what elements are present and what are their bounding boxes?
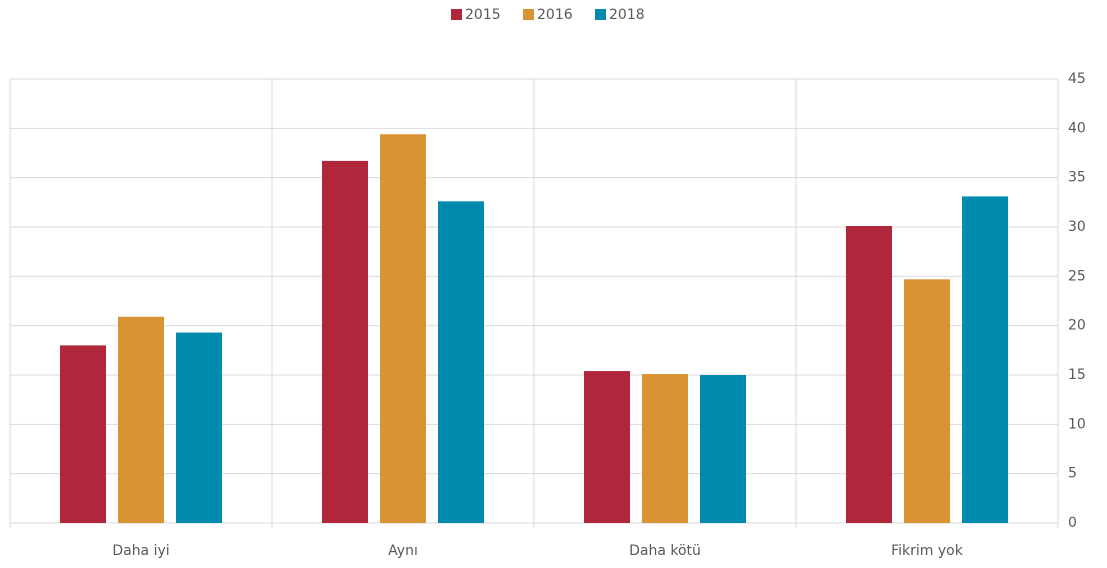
bar: [118, 316, 164, 523]
y-tick-label: 20: [1068, 318, 1086, 334]
y-tick-label: 45: [1068, 71, 1086, 87]
y-tick-label: 15: [1068, 367, 1086, 383]
bar: [962, 196, 1008, 523]
legend-label: 2018: [609, 7, 645, 23]
y-tick-label: 40: [1068, 120, 1086, 136]
x-tick-label: Fikrim yok: [891, 543, 964, 559]
bar: [700, 375, 746, 523]
y-tick-label: 35: [1068, 170, 1086, 186]
bar: [380, 134, 426, 523]
x-tick-label: Daha iyi: [112, 543, 169, 559]
y-tick-label: 0: [1068, 515, 1077, 531]
x-tick-label: Aynı: [388, 543, 418, 559]
legend-label: 2016: [537, 7, 573, 23]
bar: [60, 345, 106, 523]
y-tick-label: 25: [1068, 268, 1086, 284]
legend-swatch: [595, 9, 606, 20]
bar: [846, 226, 892, 523]
legend-swatch: [523, 9, 534, 20]
y-tick-label: 10: [1068, 416, 1086, 432]
x-tick-label: Daha kötü: [629, 543, 701, 559]
bar: [642, 374, 688, 523]
bar: [904, 279, 950, 523]
bar: [438, 201, 484, 523]
legend-swatch: [451, 9, 462, 20]
bar: [176, 332, 222, 523]
bar: [584, 371, 630, 523]
y-tick-label: 30: [1068, 219, 1086, 235]
bar: [322, 160, 368, 524]
y-tick-label: 5: [1068, 466, 1077, 482]
legend-label: 2015: [465, 7, 501, 23]
